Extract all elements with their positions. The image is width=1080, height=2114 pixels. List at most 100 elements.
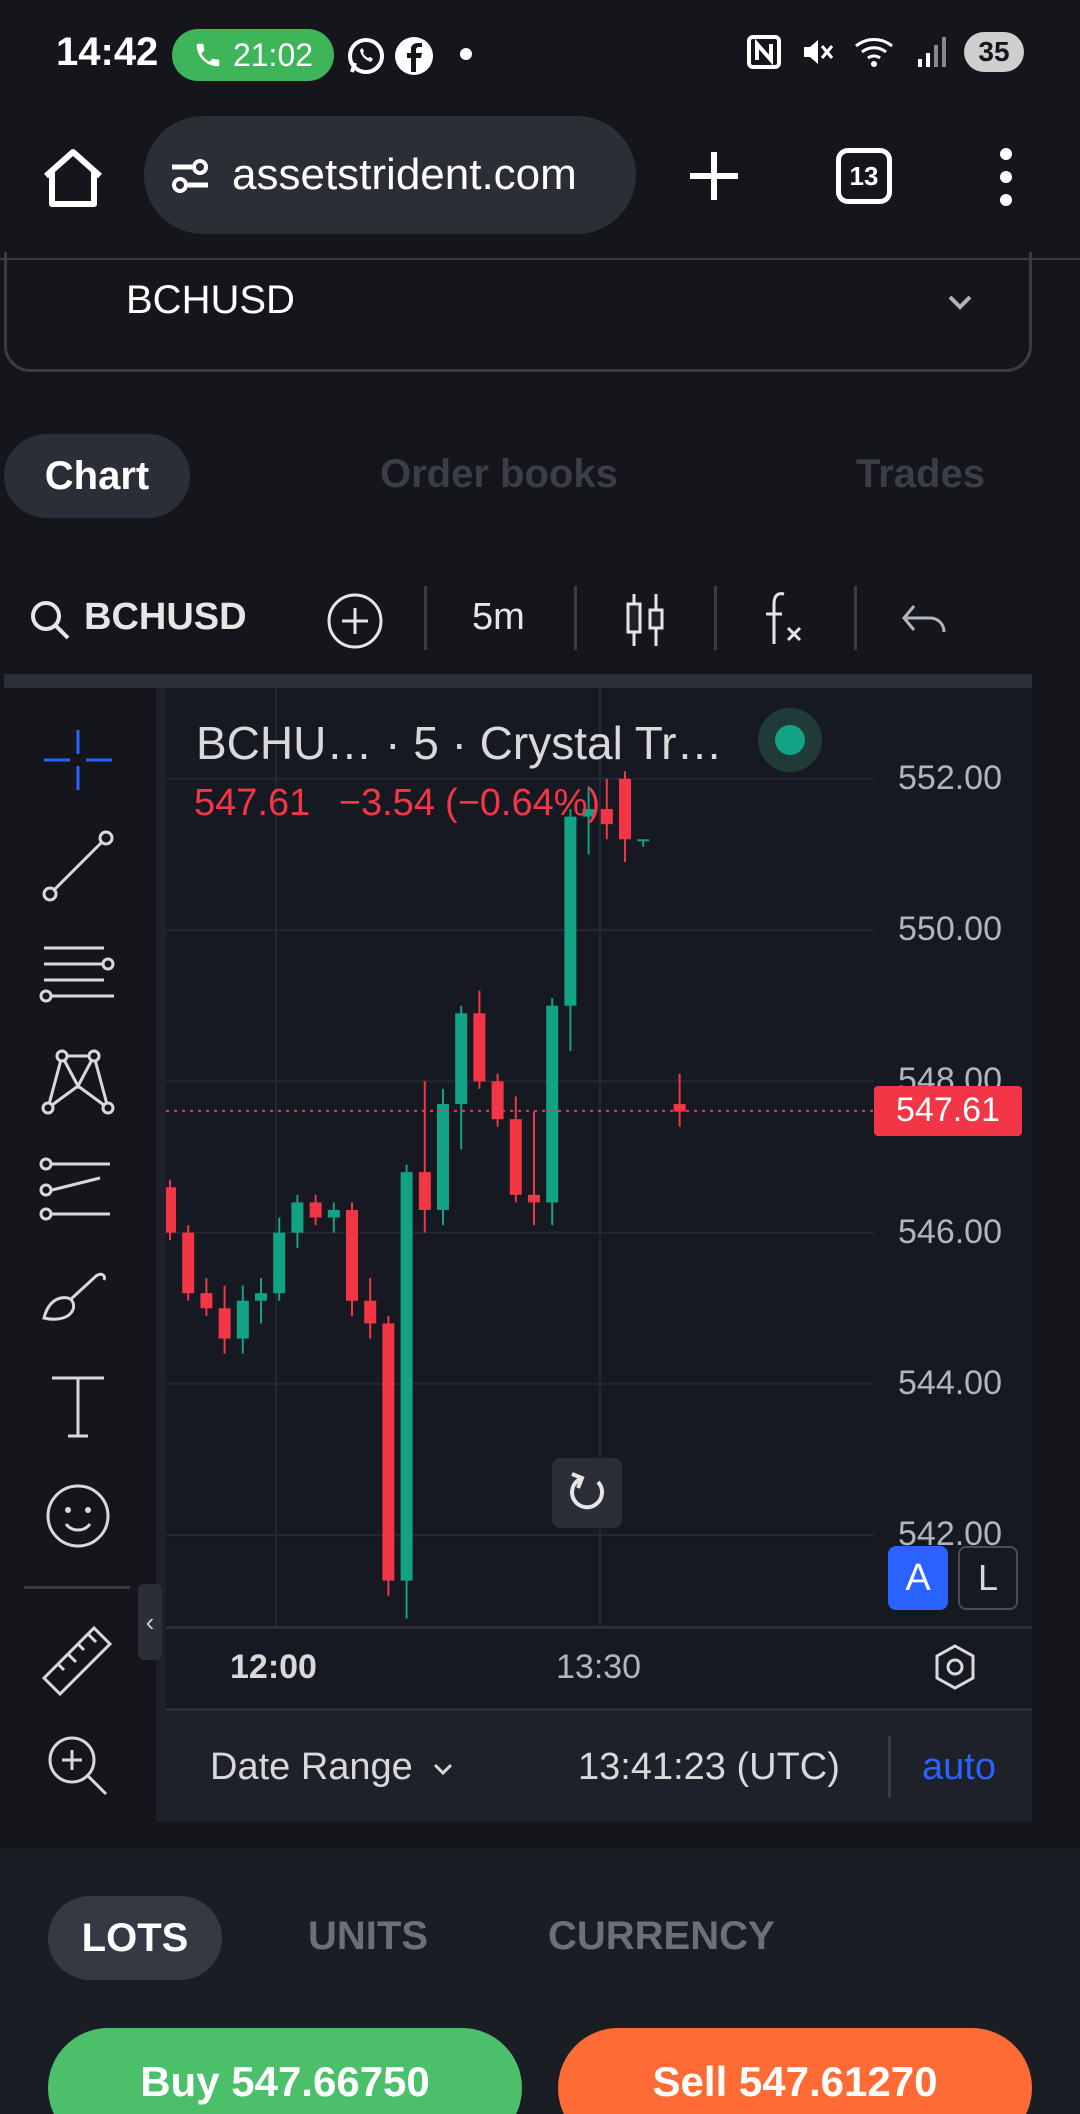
legend-values: 547.61 −3.54 (−0.64%) [194, 782, 618, 825]
toolbar-divider [424, 586, 427, 650]
auto-scale-button[interactable]: A [888, 1546, 948, 1610]
legend-change: −3.54 [338, 782, 435, 824]
candlestick-chart[interactable] [166, 688, 1032, 1626]
last-price-label: 547.61 [874, 1085, 1022, 1136]
phone-icon [196, 43, 220, 67]
wifi-icon [855, 38, 893, 67]
unit-tab-currency[interactable]: CURRENCY [548, 1914, 775, 1958]
unit-tab-lots[interactable]: LOTS [48, 1896, 222, 1980]
candle-body [473, 1013, 486, 1082]
y-tick-label: 552.00 [898, 758, 1002, 797]
toolbar-divider [854, 586, 857, 650]
symbol-dropdown-value: BCHUSD [126, 278, 295, 322]
sell-button[interactable]: Sell 547.61270 [558, 2028, 1032, 2114]
x-tick-label: 13:30 [556, 1648, 642, 1686]
x-tick-label: 12:00 [230, 1648, 317, 1686]
zoom-in-icon[interactable] [38, 1726, 118, 1806]
tab-order-books[interactable]: Order books [380, 452, 618, 496]
status-time: 14:42 [56, 30, 159, 74]
candle-body [309, 1202, 322, 1218]
candle-body [619, 778, 631, 840]
indicators-icon[interactable] [758, 588, 808, 648]
candle-body [218, 1308, 231, 1339]
candle-body [166, 1187, 176, 1233]
candle-body [600, 809, 613, 825]
status-right-icons: 35 [746, 32, 1024, 72]
collapse-toolbar-button[interactable]: ‹ [138, 1584, 162, 1660]
buy-button[interactable]: Buy 547.66750 [48, 2028, 522, 2114]
settings-icon[interactable] [930, 1642, 980, 1692]
candle-body [437, 1104, 449, 1210]
time-axis[interactable] [166, 1626, 1032, 1708]
date-range-button[interactable]: Date Range [210, 1746, 457, 1789]
candle-body [200, 1293, 213, 1309]
call-indicator[interactable]: 21:02 [172, 29, 334, 81]
url-bar[interactable]: assetstrident.com [144, 116, 636, 234]
chart-bottom-bar [166, 1708, 1032, 1822]
bottom-bar-divider [888, 1736, 891, 1798]
candle-body [637, 839, 650, 842]
search-icon[interactable] [28, 598, 72, 642]
market-status-indicator[interactable] [758, 708, 822, 772]
log-scale-button[interactable]: L [958, 1546, 1018, 1610]
chart-symbol-search[interactable]: BCHUSD [84, 596, 247, 638]
ruler-icon[interactable] [38, 1620, 118, 1700]
symbol-dropdown[interactable] [4, 252, 1032, 372]
y-tick-label: 546.00 [898, 1212, 1002, 1251]
text-icon[interactable] [38, 1366, 118, 1446]
home-icon[interactable] [40, 146, 106, 208]
interval-selector[interactable]: 5m [472, 596, 525, 638]
legend-title: BCHU… · 5 · Crystal Tr… [196, 717, 723, 769]
candle-body [418, 1172, 431, 1210]
reset-icon[interactable] [552, 1458, 622, 1528]
candle-body [528, 1194, 540, 1203]
candle-body [273, 1232, 286, 1294]
candle-body [182, 1232, 195, 1294]
legend-change-pct: (−0.64%) [444, 782, 601, 824]
unit-tab-units[interactable]: UNITS [308, 1914, 428, 1958]
emoji-icon[interactable] [38, 1476, 118, 1556]
tab-trades[interactable]: Trades [856, 452, 985, 496]
y-tick-label: 544.00 [898, 1363, 1002, 1402]
candle-body [673, 1104, 686, 1112]
candle-body [491, 1081, 504, 1120]
candle-body [255, 1293, 267, 1301]
candle-body [564, 816, 577, 1006]
battery-indicator: 35 [964, 32, 1024, 72]
tab-switcher-button[interactable]: 13 [836, 148, 892, 204]
candle-body [364, 1300, 377, 1324]
nfc-icon [747, 35, 781, 69]
crosshair-icon[interactable] [38, 720, 118, 800]
dot-icon [460, 48, 472, 60]
trend-line-icon[interactable] [38, 826, 118, 906]
auto-button[interactable]: auto [922, 1746, 996, 1788]
candle-body [400, 1172, 413, 1581]
toolbar-divider [574, 586, 577, 650]
chevron-down-icon [434, 1763, 453, 1776]
chevron-left-icon: ‹ [145, 1606, 155, 1637]
chevron-down-icon [948, 295, 972, 310]
brush-icon[interactable] [38, 1256, 118, 1336]
new-tab-icon[interactable] [686, 148, 742, 204]
tab-chart[interactable]: Chart [4, 434, 190, 518]
candle-body [509, 1119, 522, 1195]
candle-body [455, 1013, 468, 1105]
candles-icon[interactable] [624, 590, 668, 650]
fib-levels-icon[interactable] [38, 934, 118, 1014]
menu-icon[interactable] [994, 146, 1018, 208]
pattern-icon[interactable] [38, 1040, 118, 1120]
y-tick-label: 550.00 [898, 910, 1002, 949]
candle-body [382, 1323, 395, 1581]
date-range-label: Date Range [210, 1746, 413, 1788]
compare-add-icon[interactable] [326, 592, 384, 650]
chart-toolbar [4, 566, 1032, 674]
mute-icon [804, 40, 834, 64]
undo-icon[interactable] [900, 600, 950, 640]
forecast-icon[interactable] [38, 1150, 118, 1230]
candle-body [346, 1209, 358, 1301]
toolbar-divider [714, 586, 717, 650]
url-text: assetstrident.com [232, 150, 577, 199]
site-settings-icon[interactable] [166, 151, 214, 199]
utc-clock[interactable]: 13:41:23 (UTC) [578, 1746, 840, 1788]
legend-price: 547.61 [194, 782, 311, 824]
